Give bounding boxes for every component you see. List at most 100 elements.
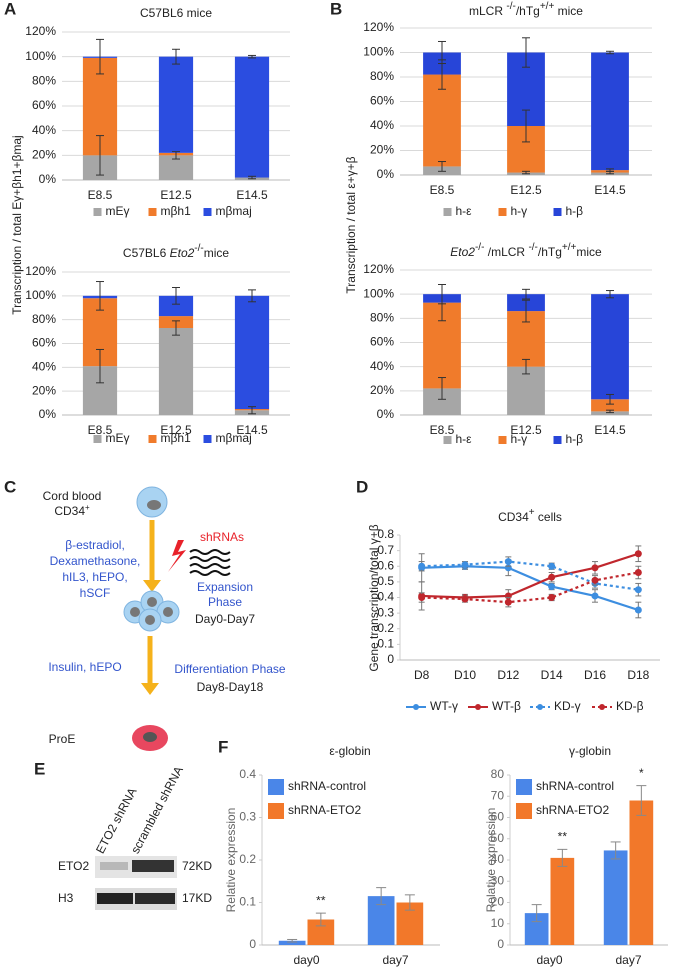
y-tick-label: 80%	[370, 69, 394, 83]
y-tick-label: 40%	[32, 360, 56, 374]
x-tick-label: day7	[615, 953, 641, 967]
x-tick-label: E14.5	[594, 183, 626, 197]
x-tick-label: E8.5	[430, 183, 455, 197]
bar	[550, 857, 575, 945]
legend-label: h-β	[566, 204, 584, 218]
legend-swatch	[599, 704, 605, 710]
y-tick-label: 0	[387, 652, 394, 666]
y-tick-label: 60	[491, 810, 505, 824]
y-tick-label: 0.7	[377, 543, 394, 557]
title-part: +/+	[540, 1, 555, 12]
blot: ETO2 shRNA scrambled shRNA ETO2 72KD H3 …	[58, 764, 212, 910]
title-part: Eto2	[170, 246, 195, 260]
legend-swatch	[413, 704, 419, 710]
error-bar	[606, 50, 614, 55]
bar-segment	[591, 399, 629, 412]
point	[461, 561, 469, 569]
legend-swatch	[498, 208, 507, 216]
legend-label: shRNA-control	[288, 779, 366, 793]
legend-swatch	[148, 208, 157, 216]
y-tick-label: 0.2	[377, 621, 394, 635]
y-tick-label: 0.4	[377, 590, 394, 604]
legend-swatch	[475, 704, 481, 710]
chart-title: mLCR -/-/hTg+/+ mice	[469, 1, 583, 18]
title-part: +	[529, 507, 535, 518]
legend-swatch	[516, 779, 532, 795]
bar-segment	[423, 74, 461, 167]
error-bar	[610, 841, 621, 860]
point	[634, 606, 642, 614]
y-tick-label: 0.3	[377, 605, 394, 619]
y-tick-label: 40%	[32, 123, 56, 137]
x-tick-label: D12	[497, 668, 519, 682]
point	[634, 586, 642, 594]
y-tick-label: 120%	[363, 262, 394, 276]
legend-label: h-β	[566, 432, 584, 446]
error-bar	[315, 912, 326, 927]
size-label: 72KD	[182, 859, 212, 873]
chart-title: Eto2-/- /mLCR -/-/hTg+/+mice	[450, 242, 602, 259]
error-bar	[376, 887, 387, 906]
protein-label: H3	[58, 891, 74, 905]
size-label: 17KD	[182, 891, 212, 905]
y-tick-label: 20	[491, 895, 505, 909]
band	[100, 862, 128, 870]
error-bar	[248, 289, 256, 303]
y-tick-label: 20%	[32, 148, 56, 162]
error-bar	[248, 175, 256, 180]
error-bar	[522, 358, 530, 375]
nucleus	[147, 500, 161, 510]
y-tick-label: 0%	[377, 167, 395, 181]
protein-label: ETO2	[58, 859, 89, 873]
title-part: -/-	[506, 1, 515, 12]
legend-swatch	[443, 436, 452, 444]
legend-label: h-ε	[456, 204, 473, 218]
point	[591, 592, 599, 600]
point	[548, 573, 556, 581]
bar-segment	[507, 366, 545, 415]
x-tick-label: D16	[584, 668, 606, 682]
label: Phase	[208, 595, 242, 609]
point	[591, 564, 599, 572]
error-bar	[531, 904, 542, 923]
legend-label: shRNA-control	[536, 779, 614, 793]
label: ProE	[49, 732, 76, 746]
panel-letter: C	[4, 477, 16, 496]
legend-label: WT-β	[492, 699, 521, 713]
bar-segment	[158, 56, 194, 153]
chart-title: C57BL6 Eto2-/-mice	[123, 243, 230, 260]
title-part: /mLCR	[484, 245, 528, 259]
y-tick-label: 120%	[25, 264, 56, 278]
error-bar	[522, 288, 530, 300]
y-tick-label: 0.5	[377, 574, 394, 588]
y-tick-label: 20%	[370, 143, 394, 157]
chart-title: C57BL6 mice	[140, 6, 212, 20]
point	[418, 562, 426, 570]
point	[504, 558, 512, 566]
x-tick-label: E8.5	[88, 188, 113, 202]
legend-swatch	[93, 435, 102, 443]
x-tick-label: D14	[541, 668, 563, 682]
significance: *	[639, 766, 644, 780]
legend-swatch	[268, 779, 284, 795]
band	[132, 860, 174, 872]
label: Insulin, hEPO	[48, 660, 121, 674]
arrowhead	[143, 580, 161, 592]
y-tick-label: 60%	[32, 98, 56, 112]
title-part: cells	[535, 510, 562, 524]
error-bar	[96, 281, 104, 311]
bar-segment	[158, 328, 194, 415]
label: Expansion	[197, 580, 253, 594]
y-tick-label: 0.4	[239, 767, 256, 781]
y-axis-label: Relative expression	[484, 808, 498, 913]
label: hIL3, hEPO,	[62, 570, 127, 584]
rna-squiggles	[189, 549, 231, 576]
legend-label: mβh1	[161, 431, 192, 445]
error-bar	[287, 938, 298, 943]
title-part: -/-	[528, 242, 537, 253]
title-part: /hTg	[516, 4, 540, 18]
y-tick-label: 100%	[363, 286, 394, 300]
error-bar	[172, 286, 180, 305]
legend-label: mβmaj	[216, 431, 252, 445]
